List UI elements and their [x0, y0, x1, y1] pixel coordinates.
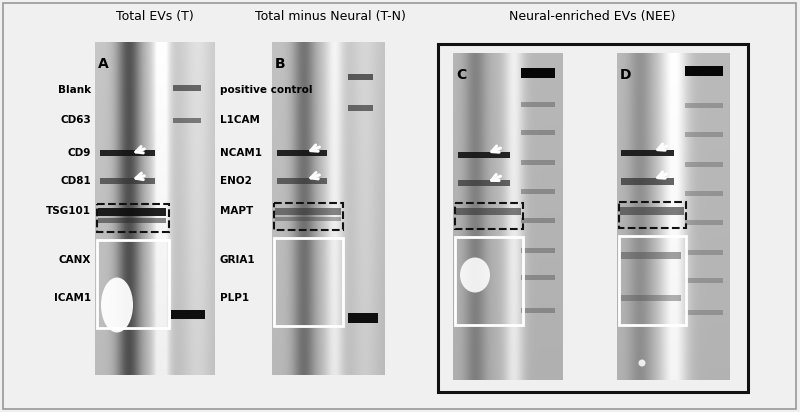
Bar [97, 204, 169, 232]
Bar [521, 248, 555, 253]
Text: PLP1: PLP1 [220, 293, 249, 303]
Text: A: A [98, 57, 109, 71]
Text: positive control: positive control [220, 85, 313, 95]
Bar [521, 160, 555, 165]
Text: C: C [456, 68, 466, 82]
Bar [685, 278, 723, 283]
Bar [98, 208, 166, 216]
Bar [685, 103, 723, 108]
Ellipse shape [101, 278, 133, 332]
Bar [685, 220, 723, 225]
Text: MAPT: MAPT [220, 206, 254, 216]
Bar [621, 252, 681, 259]
Bar [685, 310, 723, 315]
Bar [685, 162, 723, 167]
Bar [521, 275, 555, 280]
Text: D: D [620, 68, 631, 82]
Bar [173, 85, 201, 91]
Ellipse shape [638, 360, 646, 367]
Ellipse shape [460, 258, 490, 293]
Text: ENO2: ENO2 [220, 176, 252, 186]
Text: ICAM1: ICAM1 [54, 293, 91, 303]
Bar [685, 132, 723, 137]
Bar [98, 218, 166, 223]
Bar [458, 180, 510, 186]
Bar [348, 105, 373, 111]
Bar [173, 118, 201, 123]
Bar [619, 202, 686, 228]
Bar [438, 44, 748, 392]
Bar [621, 295, 681, 301]
Bar [275, 217, 341, 221]
Bar [455, 237, 523, 325]
Bar [97, 240, 169, 328]
Bar [171, 310, 205, 319]
Bar [621, 178, 674, 185]
Bar [521, 189, 555, 194]
Text: CD81: CD81 [60, 176, 91, 186]
Text: Blank: Blank [58, 85, 91, 95]
Bar [348, 313, 378, 323]
Bar [685, 66, 723, 76]
Bar [458, 152, 510, 158]
Text: GRIA1: GRIA1 [220, 255, 256, 265]
Bar [521, 102, 555, 107]
Bar [100, 150, 155, 156]
Text: Neural-enriched EVs (NEE): Neural-enriched EVs (NEE) [509, 9, 675, 23]
Bar [277, 150, 327, 156]
Bar [620, 207, 684, 215]
Bar [275, 208, 341, 215]
Text: Total EVs (T): Total EVs (T) [116, 9, 194, 23]
Text: CD9: CD9 [68, 148, 91, 158]
Bar [521, 130, 555, 135]
Text: B: B [275, 57, 286, 71]
Bar [277, 178, 327, 184]
Bar [456, 208, 521, 215]
Bar [274, 238, 343, 326]
Bar [621, 150, 674, 156]
Bar [685, 250, 723, 255]
Bar [619, 236, 686, 325]
Text: CD63: CD63 [60, 115, 91, 125]
Bar [348, 74, 373, 80]
Bar [521, 218, 555, 223]
Bar [521, 308, 555, 313]
Bar [455, 203, 523, 229]
Text: NCAM1: NCAM1 [220, 148, 262, 158]
Bar [100, 178, 155, 184]
Text: CANX: CANX [58, 255, 91, 265]
Text: L1CAM: L1CAM [220, 115, 260, 125]
Text: Total minus Neural (T-N): Total minus Neural (T-N) [254, 9, 406, 23]
Text: TSG101: TSG101 [46, 206, 91, 216]
Bar [521, 68, 555, 78]
Bar [685, 191, 723, 196]
Bar [274, 203, 343, 230]
